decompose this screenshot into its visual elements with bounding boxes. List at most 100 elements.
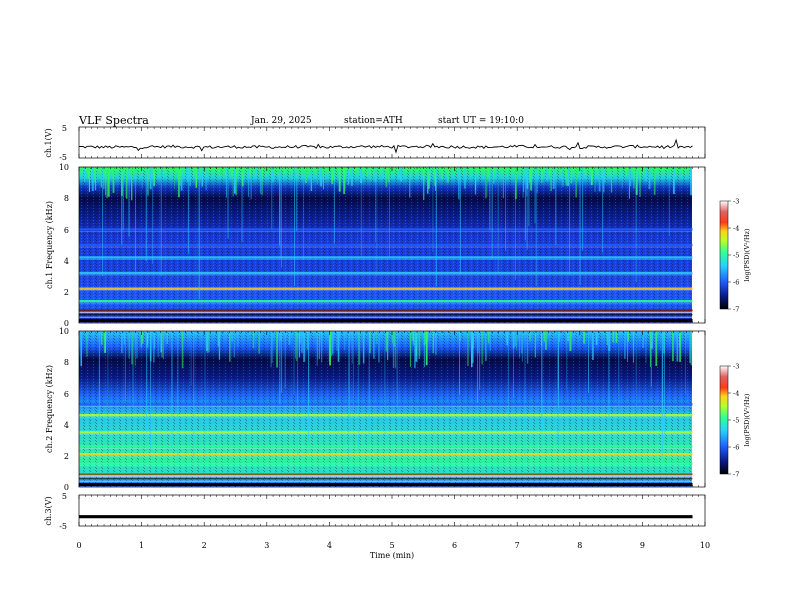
sferic-streak [662, 331, 663, 450]
noise-streak [615, 331, 618, 343]
spectral-band [79, 271, 693, 275]
noise-streak [88, 167, 90, 192]
noise-streak [689, 331, 691, 364]
noise-streak [231, 331, 233, 342]
low-freq-line [79, 476, 693, 477]
sferic-streak [534, 167, 536, 224]
noise-streak [429, 167, 431, 181]
sferic-streak [684, 331, 686, 395]
noise-streak [633, 167, 635, 189]
noise-streak [474, 167, 477, 195]
noise-streak [280, 331, 282, 341]
noise-streak [598, 167, 601, 192]
noise-streak [217, 331, 219, 347]
noise-streak [676, 331, 679, 362]
sferic-streak [177, 331, 179, 461]
colorbar-tick-label: -6 [733, 279, 739, 287]
noise-streak [627, 331, 629, 342]
noise-streak [603, 167, 605, 193]
ch2-spectrogram-texture [79, 331, 692, 487]
noise-streak [237, 331, 239, 347]
sferic-streak [635, 331, 637, 412]
noise-streak [270, 331, 272, 368]
noise-streak [442, 167, 444, 181]
sferic-streak [102, 167, 103, 277]
noise-streak [261, 167, 263, 196]
noise-streak [521, 331, 523, 354]
sferic-streak [199, 167, 200, 300]
noise-streak [241, 167, 244, 187]
noise-streak [400, 167, 403, 182]
noise-streak [258, 331, 260, 354]
spectral-band [79, 403, 693, 406]
sferic-streak [528, 167, 530, 227]
sferic-streak [460, 167, 461, 275]
ch2-ytick-10: 10 [59, 327, 69, 336]
noise-streak [385, 167, 388, 188]
noise-streak [310, 167, 313, 192]
noise-streak [79, 167, 81, 176]
time-axis-label: Time (min) [370, 551, 414, 560]
header-date: Jan. 29, 2025 [250, 116, 312, 126]
sferic-streak [515, 167, 516, 280]
noise-streak [545, 331, 547, 350]
noise-streak [100, 167, 102, 188]
noise-streak [178, 167, 180, 198]
noise-streak [434, 167, 437, 187]
low-freq-line [79, 316, 693, 318]
sferic-streak [524, 167, 526, 241]
sferic-streak [491, 167, 493, 260]
sferic-streak [368, 331, 370, 438]
spectral-band-edge [79, 246, 693, 248]
noise-streak [635, 167, 638, 195]
sferic-streak [375, 167, 376, 242]
noise-streak [523, 167, 525, 193]
sferic-streak [352, 331, 354, 416]
noise-streak [690, 331, 693, 366]
noise-streak [358, 331, 361, 365]
ch3-voltage-panel: 5 -5 ch.3(V) [44, 492, 706, 531]
bottom-strip [79, 319, 693, 322]
noise-streak [426, 331, 428, 349]
noise-streak [653, 167, 656, 195]
ch2-ytick-8: 8 [64, 358, 69, 367]
ch1-ytick-10: 10 [59, 163, 69, 172]
spectral-band [79, 445, 693, 448]
noise-streak [328, 331, 330, 362]
noise-streak [648, 167, 651, 190]
noise-streak [625, 167, 627, 176]
noise-streak [87, 167, 89, 179]
noise-streak [179, 167, 182, 177]
sferic-streak [152, 167, 153, 264]
noise-streak [514, 331, 517, 347]
noise-streak [458, 167, 460, 200]
ch1-voltage-frame [78, 126, 706, 159]
noise-streak [218, 331, 221, 360]
noise-streak [529, 331, 531, 342]
noise-streak [639, 167, 641, 197]
sferic-streak [146, 331, 148, 433]
ch2-ytick-0: 0 [64, 483, 69, 492]
noise-streak [522, 167, 524, 198]
noise-streak [146, 331, 149, 348]
noise-streak [252, 331, 255, 349]
noise-streak [628, 167, 630, 199]
noise-streak [516, 331, 517, 350]
noise-streak [493, 167, 495, 184]
noise-streak [344, 331, 345, 351]
noise-streak [330, 331, 332, 357]
time-tick-label: 5 [389, 541, 394, 550]
time-tick-label: 3 [264, 541, 269, 550]
noise-streak [181, 331, 184, 369]
sferic-streak [348, 331, 350, 427]
sferic-streak [524, 331, 526, 463]
noise-streak [672, 167, 675, 194]
noise-streak [347, 167, 348, 186]
noise-streak [344, 167, 346, 190]
spectral-band-edge [79, 302, 693, 304]
ch3-ytick-top: 5 [62, 492, 67, 501]
ch2-streaks [79, 331, 693, 486]
sferic-streak [635, 167, 637, 283]
sferic-streak [132, 331, 134, 408]
colorbar-tick-label: -3 [733, 198, 739, 206]
